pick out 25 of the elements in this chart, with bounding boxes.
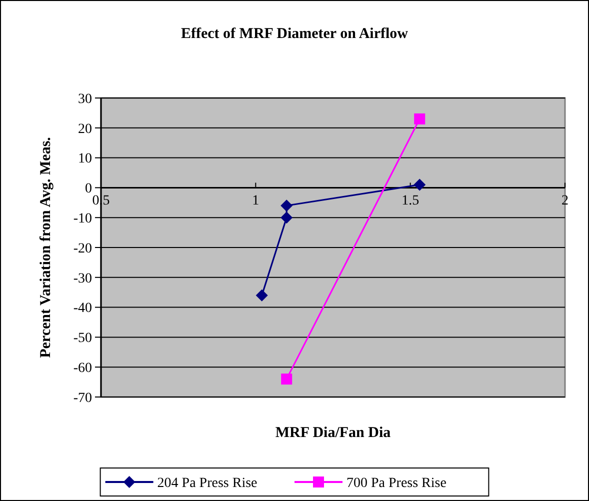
y-tick-label: -20 <box>73 241 92 256</box>
point <box>414 178 426 191</box>
x-tick-label: 2 <box>562 194 568 209</box>
y-tick-label: -30 <box>73 271 92 286</box>
point <box>281 374 292 385</box>
legend-label: 204 Pa Press Rise <box>157 476 258 491</box>
y-tick-label: -70 <box>73 390 92 406</box>
point <box>280 212 293 224</box>
y-tick-label: 30 <box>78 92 92 107</box>
point <box>414 113 426 124</box>
y-tick-label: -10 <box>73 212 92 226</box>
y-tick-label: -40 <box>73 301 92 316</box>
y-tick-label: -60 <box>73 361 92 376</box>
legend-label: 700 Pa Press Rise <box>346 476 446 491</box>
y-tick-label: -50 <box>73 331 92 346</box>
x-tick-label: 1.5 <box>402 194 420 209</box>
y-tick-label: 20 <box>78 122 92 137</box>
y-tick-label: 10 <box>78 152 92 167</box>
y-tick-label: 0 <box>85 182 92 197</box>
x-tick-label: 1 <box>252 194 260 209</box>
point <box>280 200 293 212</box>
y-axis-title: Percent Variation from Avg. Meas. <box>38 136 54 358</box>
point <box>256 289 268 302</box>
x-axis-title: MRF Dia/Fan Dia <box>275 425 392 441</box>
chart-title: Effect of MRF Diameter on Airflow <box>180 26 408 42</box>
